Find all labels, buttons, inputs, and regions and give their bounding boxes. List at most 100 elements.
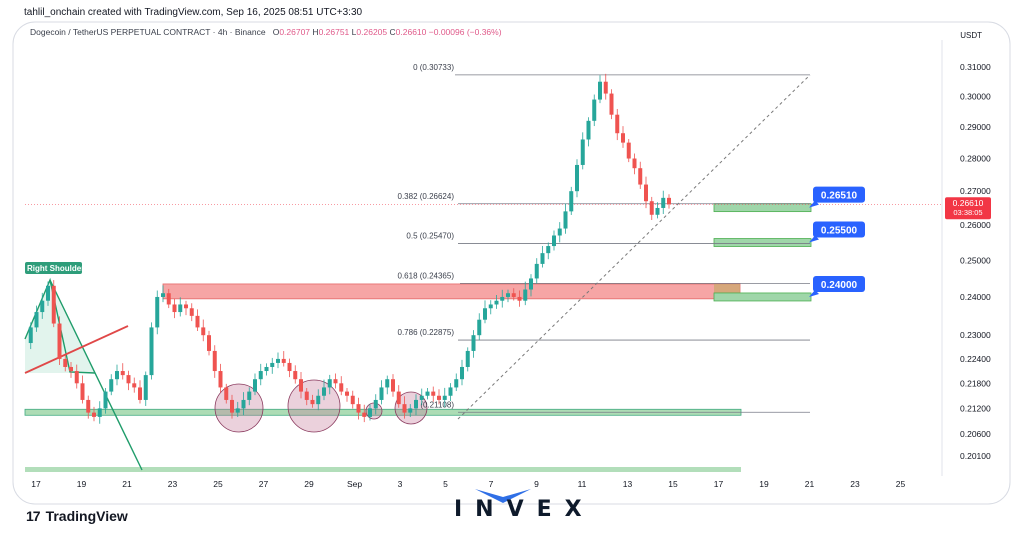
x-tick-label: 17: [714, 479, 724, 489]
y-tick-label: 0.21200: [960, 403, 991, 413]
pattern-breakdown-line: [49, 279, 143, 471]
x-tick-label: 11: [578, 479, 587, 489]
price-badge: [945, 197, 991, 220]
candle-body: [431, 391, 436, 396]
candle-body: [557, 228, 562, 236]
target-pointer-icon: [809, 235, 819, 243]
symbol-info: Dogecoin / TetherUS PERPETUAL CONTRACT ·…: [30, 27, 502, 37]
target-zone: [713, 292, 812, 302]
y-tick-label: 0.21800: [960, 378, 991, 388]
candle-body: [270, 362, 275, 367]
candle-body: [293, 371, 298, 380]
target-pointer-icon: [809, 289, 819, 297]
x-tick-label: 27: [259, 479, 269, 489]
y-tick-label: 0.30000: [960, 92, 991, 102]
tradingview-mark-icon: 17: [26, 508, 41, 524]
candle-body: [362, 412, 367, 417]
x-tick-label: 23: [168, 479, 178, 489]
ohlc-change: −0.00096 (−0.36%): [428, 27, 502, 37]
candle-body: [287, 362, 292, 372]
candle-body: [316, 395, 321, 405]
candle-body: [598, 81, 602, 100]
resistance-zone: [162, 283, 741, 300]
candle-body: [247, 391, 252, 400]
candle-body: [184, 304, 188, 309]
candle-body: [379, 387, 384, 400]
target-badge: [813, 275, 865, 292]
candle-body: [69, 366, 73, 372]
candle-body: [626, 142, 631, 159]
x-tick-label: 21: [122, 479, 132, 489]
candle-body: [322, 387, 326, 396]
candle-body: [224, 387, 229, 400]
candle-body: [103, 391, 108, 409]
fib-level-label: 0.382 (0.26624): [398, 192, 455, 201]
candle-body: [276, 358, 280, 363]
candle-body: [396, 391, 401, 405]
candle-body: [621, 133, 625, 143]
candle-body: [241, 399, 246, 409]
highlight-circle: [287, 379, 341, 433]
invex-logo: INVEX: [454, 497, 595, 522]
x-tick-label: 13: [623, 479, 633, 489]
candle-body: [540, 253, 545, 264]
candle-body: [442, 395, 447, 400]
candle-body: [97, 408, 102, 417]
y-tick-label: 0.22400: [960, 354, 991, 364]
candle-body: [161, 293, 165, 297]
pattern-label: Right Shoulder: [27, 264, 84, 273]
candle-body: [603, 81, 608, 94]
lower-support-zone: [25, 467, 741, 472]
symbol-name: Dogecoin / TetherUS PERPETUAL CONTRACT ·…: [30, 27, 266, 37]
candle-body: [166, 293, 171, 305]
candle-body: [333, 379, 338, 384]
fib-level-label: 0.618 (0.24365): [398, 271, 455, 280]
candle-body: [408, 408, 413, 413]
y-tick-label: 0.28000: [960, 154, 991, 164]
x-tick-label: 5: [443, 479, 448, 489]
candle-body: [644, 184, 648, 202]
candle-body: [483, 308, 487, 320]
target-badge: [813, 186, 865, 203]
candle-body: [264, 366, 269, 372]
candle-body: [281, 358, 286, 363]
tradingview-logo: 17 TradingView: [26, 508, 128, 524]
candle-body: [460, 366, 464, 380]
candle-body: [488, 304, 493, 309]
candle-body: [46, 285, 50, 301]
candle-body: [454, 379, 459, 388]
candle-body: [448, 387, 453, 396]
target-badge: [813, 221, 865, 238]
candle-body: [414, 399, 418, 409]
candle-body: [178, 304, 183, 313]
target-zone: [713, 203, 812, 213]
candle-body: [143, 375, 148, 400]
y-tick-label: 0.25000: [960, 255, 991, 265]
candle-body: [632, 158, 637, 169]
candle-body: [120, 371, 125, 376]
candle-body: [649, 201, 654, 215]
candle-body: [391, 379, 395, 392]
target-badge-label: 0.26510: [821, 191, 858, 202]
candle-body: [385, 379, 390, 388]
candle-body: [218, 371, 223, 388]
neckline: [24, 325, 129, 374]
candle-body: [92, 412, 96, 417]
highlight-circle: [394, 391, 428, 425]
candle-body: [339, 383, 344, 392]
x-tick-label: 19: [77, 479, 87, 489]
candle-body: [212, 350, 217, 372]
candle-body: [569, 191, 574, 212]
chart-frame: [12, 21, 1011, 505]
x-tick-label: 25: [213, 479, 223, 489]
candle-body: [126, 375, 131, 384]
candle-body: [471, 335, 476, 351]
candle-body: [477, 319, 482, 336]
candle-body: [345, 391, 349, 396]
candle-body: [523, 289, 528, 301]
candle-body: [615, 114, 620, 134]
candle-body: [368, 408, 372, 417]
price-badge-countdown: 03:38:05: [953, 208, 982, 217]
candle-body: [34, 312, 39, 328]
